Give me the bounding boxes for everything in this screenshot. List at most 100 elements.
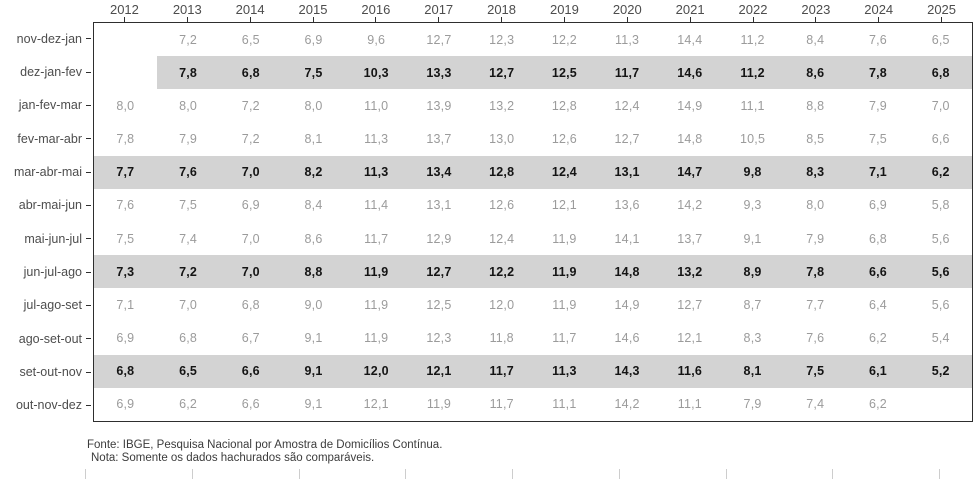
value-cell-fev-mar-abr-2016: 11,3 bbox=[364, 132, 389, 147]
faint-tick bbox=[405, 469, 407, 479]
value-cell-set-out-nov-2016: 12,0 bbox=[344, 354, 408, 388]
value-cell-jan-fev-mar-2023: 8,8 bbox=[806, 98, 825, 113]
value-cell-abr-mai-jun-2025: 5,8 bbox=[931, 198, 950, 213]
value-cell-jul-ago-set-2015: 9,0 bbox=[304, 297, 323, 312]
year-label-2024: 2024 bbox=[864, 2, 894, 17]
table-row-abr-mai-jun: 7,6 7,5 6,9 8,4 11,4 13,1 12,6 12,1 13,6 14,2 9,3 8… bbox=[94, 189, 972, 222]
year-label-2017: 2017 bbox=[424, 2, 454, 17]
y-axis-quarters: nov-dez-jan dez-jan-fev jan-fev-mar fev-mar… bbox=[0, 22, 93, 422]
faint-tick bbox=[725, 469, 727, 479]
value-cell-mai-jun-jul-2022: 9,1 bbox=[743, 231, 762, 246]
x-axis-tick bbox=[501, 17, 503, 22]
value-cell-abr-mai-jun-2013: 7,5 bbox=[179, 198, 198, 213]
value-cell-jul-ago-set-2013: 7,0 bbox=[179, 297, 198, 312]
value-cell-ago-set-out-2024: 6,2 bbox=[868, 331, 887, 346]
quarter-label-mai-jun-jul: mai-jun-jul bbox=[24, 231, 82, 246]
value-cell-out-nov-dez-2017: 11,9 bbox=[426, 397, 452, 412]
y-axis-tick bbox=[86, 371, 91, 373]
value-cell-mai-jun-jul-2012: 7,5 bbox=[116, 231, 135, 246]
value-cell-out-nov-dez-2013: 6,2 bbox=[179, 397, 198, 412]
value-cell-ago-set-out-2020: 14,6 bbox=[614, 331, 640, 346]
value-cell-out-nov-dez-2025 bbox=[909, 388, 972, 421]
faint-tick bbox=[618, 469, 620, 479]
x-axis-tick bbox=[815, 17, 817, 22]
value-cell-out-nov-dez-2024: 6,2 bbox=[868, 397, 887, 412]
quarter-label-set-out-nov: set-out-nov bbox=[19, 365, 82, 379]
value-cell-mar-abr-mai-2016: 11,3 bbox=[344, 155, 408, 189]
quarter-label-nov-dez-jan: nov-dez-jan bbox=[16, 31, 82, 46]
value-cell-mai-jun-jul-2015: 8,6 bbox=[304, 231, 323, 246]
value-cell-mar-abr-mai-2024: 7,1 bbox=[846, 155, 910, 189]
value-cell-jan-fev-mar-2014: 7,2 bbox=[241, 98, 260, 113]
value-cell-mai-jun-jul-2016: 11,7 bbox=[364, 231, 389, 246]
value-cell-mai-jun-jul-2017: 12,9 bbox=[426, 231, 452, 246]
value-cell-out-nov-dez-2016: 12,1 bbox=[363, 397, 389, 412]
value-cell-jan-fev-mar-2020: 12,4 bbox=[614, 98, 640, 113]
faint-tick bbox=[832, 469, 834, 479]
value-cell-fev-mar-abr-2012: 7,8 bbox=[116, 132, 135, 147]
value-cell-set-out-nov-2020: 14,3 bbox=[595, 354, 659, 388]
value-cell-nov-dez-jan-2013: 7,2 bbox=[179, 32, 198, 47]
y-axis-tick bbox=[86, 338, 91, 340]
quarter-label-ago-set-out: ago-set-out bbox=[18, 331, 82, 346]
table-row-dez-jan-fev: 7,8 6,8 7,5 10,3 13,3 12,7 12,5 11,7 14,6 11,2 8,6… bbox=[94, 56, 973, 90]
value-cell-mai-jun-jul-2019: 11,9 bbox=[552, 231, 577, 246]
value-cell-abr-mai-jun-2018: 12,6 bbox=[489, 198, 515, 213]
year-label-2016: 2016 bbox=[361, 2, 391, 17]
value-cell-jan-fev-mar-2013: 8,0 bbox=[179, 98, 198, 113]
value-cell-jan-fev-mar-2022: 11,1 bbox=[740, 98, 765, 113]
value-cell-mai-jun-jul-2021: 13,7 bbox=[677, 231, 703, 246]
value-cell-nov-dez-jan-2019: 12,2 bbox=[551, 32, 577, 47]
value-cell-ago-set-out-2016: 11,9 bbox=[364, 331, 389, 346]
value-cell-mai-jun-jul-2018: 12,4 bbox=[489, 231, 515, 246]
value-cell-jun-jul-ago-2018: 12,2 bbox=[470, 255, 534, 289]
bottom-axis-ticks bbox=[0, 469, 980, 480]
value-cell-ago-set-out-2023: 7,6 bbox=[806, 331, 825, 346]
value-cell-ago-set-out-2013: 6,8 bbox=[179, 331, 198, 346]
value-cell-out-nov-dez-2018: 11,7 bbox=[489, 397, 514, 412]
value-cell-jun-jul-ago-2016: 11,9 bbox=[344, 255, 408, 289]
value-cell-set-out-nov-2015: 9,1 bbox=[282, 354, 345, 388]
value-cell-fev-mar-abr-2024: 7,5 bbox=[868, 132, 887, 147]
value-cell-dez-jan-fev-2024: 7,8 bbox=[846, 56, 910, 90]
value-cell-set-out-nov-2012: 6,8 bbox=[94, 354, 157, 388]
table-row-mar-abr-mai: 7,7 7,6 7,0 8,2 11,3 13,4 12,8 12,4 13,1 14,7 9,8 8… bbox=[94, 155, 973, 189]
value-cell-out-nov-dez-2014: 6,6 bbox=[241, 397, 260, 412]
value-cell-abr-mai-jun-2024: 6,9 bbox=[868, 198, 887, 213]
value-cell-nov-dez-jan-2014: 6,5 bbox=[241, 32, 260, 47]
x-axis-tick bbox=[375, 17, 377, 22]
value-cell-mar-abr-mai-2019: 12,4 bbox=[533, 155, 596, 189]
value-cell-dez-jan-fev-2019: 12,5 bbox=[533, 56, 596, 90]
year-label-2025: 2025 bbox=[927, 2, 957, 17]
value-cell-dez-jan-fev-2015: 7,5 bbox=[282, 56, 345, 90]
value-cell-ago-set-out-2019: 11,7 bbox=[552, 331, 577, 346]
value-cell-out-nov-dez-2015: 9,1 bbox=[304, 397, 323, 412]
value-cell-jun-jul-ago-2014: 7,0 bbox=[219, 255, 283, 289]
x-axis-tick bbox=[941, 17, 943, 22]
value-cell-ago-set-out-2018: 11,8 bbox=[489, 331, 514, 346]
value-cell-fev-mar-abr-2022: 10,5 bbox=[739, 132, 766, 147]
value-cell-jul-ago-set-2019: 11,9 bbox=[552, 297, 577, 312]
value-cell-dez-jan-fev-2018: 12,7 bbox=[470, 56, 534, 90]
value-cell-jun-jul-ago-2012: 7,3 bbox=[94, 255, 157, 289]
quarter-label-jul-ago-set: jul-ago-set bbox=[23, 298, 82, 313]
value-cell-set-out-nov-2022: 8,1 bbox=[721, 354, 784, 388]
value-cell-fev-mar-abr-2014: 7,2 bbox=[241, 132, 260, 147]
value-cell-jun-jul-ago-2013: 7,2 bbox=[156, 255, 220, 289]
x-axis-tick bbox=[249, 17, 251, 22]
value-cell-jul-ago-set-2024: 6,4 bbox=[868, 297, 887, 312]
value-cell-jul-ago-set-2012: 7,1 bbox=[116, 297, 135, 312]
value-cell-abr-mai-jun-2017: 13,1 bbox=[426, 198, 452, 213]
value-cell-abr-mai-jun-2022: 9,3 bbox=[743, 198, 762, 213]
comparability-note: Nota: Somente os dados hachurados são co… bbox=[91, 452, 375, 464]
value-cell-set-out-nov-2018: 11,7 bbox=[470, 354, 534, 388]
y-axis-tick bbox=[86, 304, 91, 306]
value-cell-nov-dez-jan-2022: 11,2 bbox=[740, 32, 765, 47]
value-cell-abr-mai-jun-2012: 7,6 bbox=[116, 198, 135, 213]
value-cell-ago-set-out-2015: 9,1 bbox=[304, 331, 323, 346]
value-cell-jun-jul-ago-2021: 13,2 bbox=[658, 255, 722, 289]
value-cell-mar-abr-mai-2021: 14,7 bbox=[658, 155, 722, 189]
value-cell-fev-mar-abr-2015: 8,1 bbox=[304, 132, 323, 147]
value-cell-mar-abr-mai-2014: 7,0 bbox=[219, 155, 283, 189]
